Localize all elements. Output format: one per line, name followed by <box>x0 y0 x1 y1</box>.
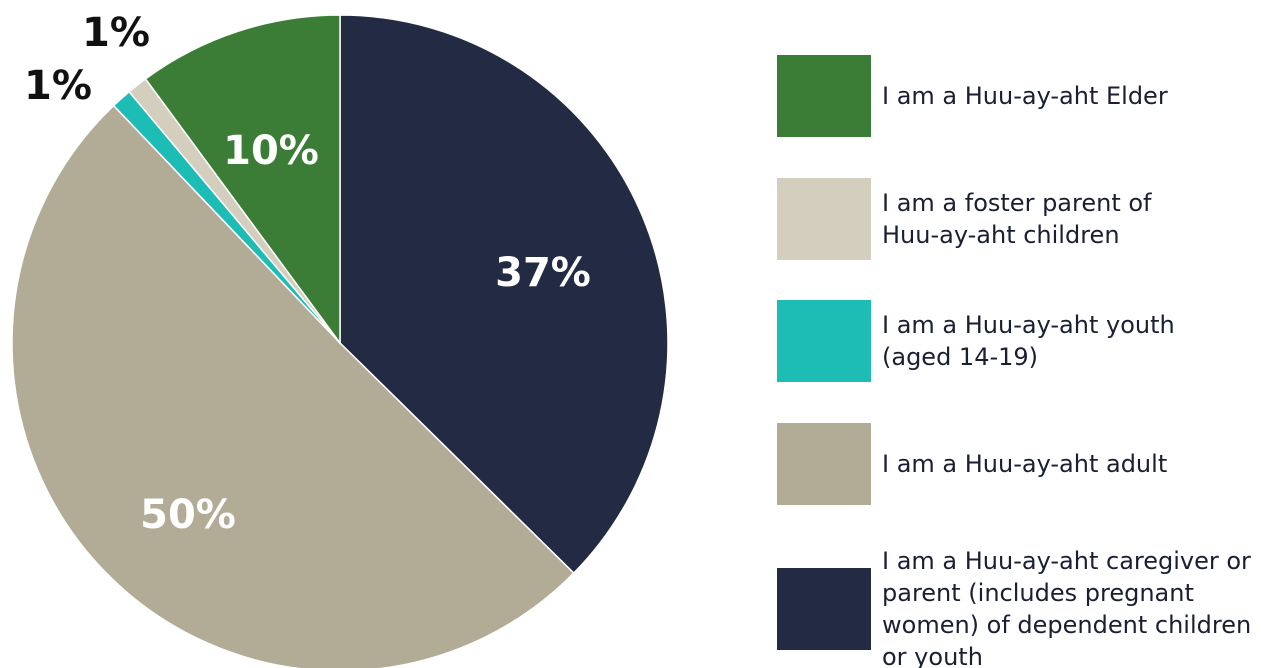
legend-label: I am a foster parent of Huu-ay-aht child… <box>882 189 1152 249</box>
pie-slice <box>144 14 341 346</box>
pie-slice <box>11 104 575 668</box>
slice-label: 1% <box>82 10 150 56</box>
legend-item: I am a Huu-ay-aht caregiver or parent (i… <box>777 545 1261 668</box>
legend-swatch <box>777 178 871 260</box>
legend-label: I am a Huu-ay-aht youth (aged 14-19) <box>882 311 1175 371</box>
slice-label: 10% <box>223 128 319 174</box>
legend-item: I am a Huu-ay-aht youth (aged 14-19) <box>777 300 1202 382</box>
legend-swatch <box>777 568 871 650</box>
legend-swatch <box>777 423 871 505</box>
legend-label: I am a Huu-ay-aht adult <box>882 450 1168 478</box>
legend-item: I am a Huu-ay-aht adult <box>777 423 1261 505</box>
pie-slice <box>339 14 669 575</box>
legend-swatch <box>777 55 871 137</box>
slice-label: 37% <box>495 250 591 296</box>
legend-item: I am a foster parent of Huu-ay-aht child… <box>777 178 1182 260</box>
legend-label: I am a Huu-ay-aht caregiver or parent (i… <box>882 547 1252 668</box>
legend-item: I am a Huu-ay-aht Elder <box>777 55 1261 137</box>
slice-label: 50% <box>140 492 236 538</box>
slice-label: 1% <box>24 63 92 109</box>
legend-swatch <box>777 300 871 382</box>
legend-label: I am a Huu-ay-aht Elder <box>882 82 1168 110</box>
